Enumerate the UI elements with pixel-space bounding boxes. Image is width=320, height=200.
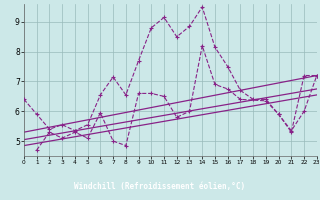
Text: Windchill (Refroidissement éolien,°C): Windchill (Refroidissement éolien,°C) [75, 182, 245, 191]
